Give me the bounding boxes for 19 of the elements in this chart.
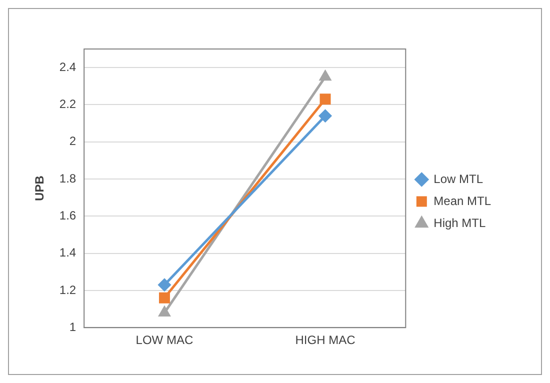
- y-tick-label: 2: [69, 134, 76, 148]
- y-tick-label: 1.2: [59, 282, 76, 297]
- legend-label: Low MTL: [434, 172, 484, 186]
- point: [319, 110, 332, 122]
- point: [320, 70, 331, 81]
- point: [158, 292, 170, 304]
- legend-label: Mean MTL: [434, 194, 492, 208]
- point: [320, 94, 331, 105]
- legend-label: High MTL: [434, 216, 486, 230]
- y-tick-label: 1.8: [59, 171, 76, 186]
- y-tick-label: 1.6: [59, 208, 76, 222]
- x-tick-label: LOW MAC: [136, 333, 194, 348]
- y-axis-title: UPB: [32, 175, 47, 201]
- y-tick-label: 1: [69, 320, 76, 334]
- x-tick-label: HIGH MAC: [295, 333, 356, 348]
- y-tick-label: 2.4: [59, 60, 76, 74]
- point: [158, 278, 171, 292]
- y-tick-label: 2.2: [59, 97, 76, 112]
- y-tick-label: 1.4: [59, 246, 76, 260]
